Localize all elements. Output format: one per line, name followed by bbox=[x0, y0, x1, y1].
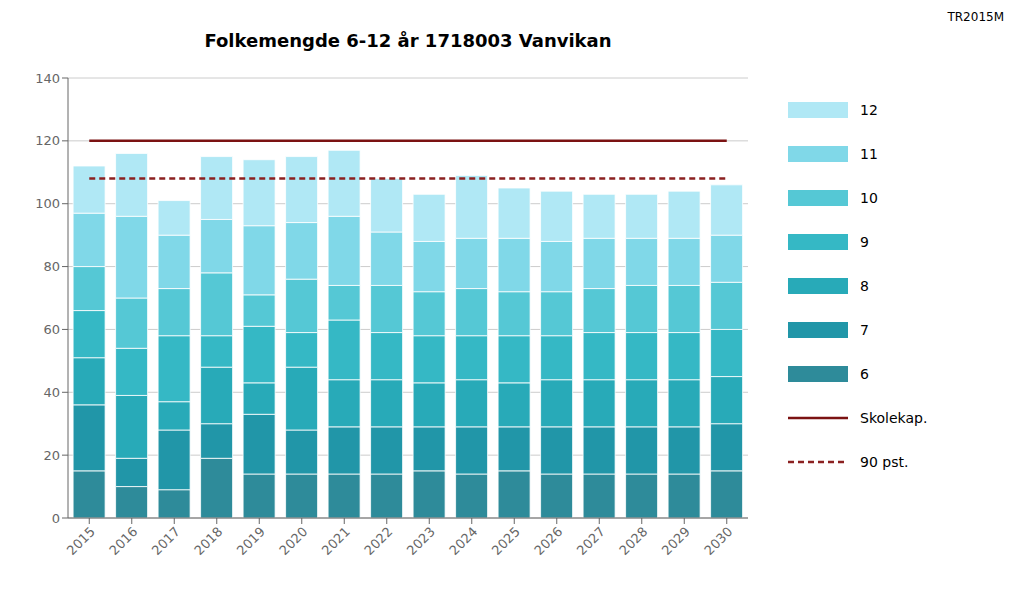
svg-text:2027: 2027 bbox=[574, 524, 608, 558]
svg-text:40: 40 bbox=[43, 385, 60, 400]
svg-text:2019: 2019 bbox=[234, 524, 268, 558]
svg-text:2028: 2028 bbox=[616, 524, 650, 558]
svg-text:120: 120 bbox=[35, 133, 60, 148]
html-text:Skolekap.: Skolekap. bbox=[860, 410, 928, 426]
svg-text:60: 60 bbox=[43, 322, 60, 337]
svg-text:100: 100 bbox=[35, 196, 60, 211]
svg-text:2030: 2030 bbox=[701, 524, 735, 558]
svg-text:140: 140 bbox=[35, 71, 60, 86]
html-text:90 pst.: 90 pst. bbox=[860, 454, 909, 470]
svg-text:2016: 2016 bbox=[106, 524, 140, 558]
svg-text:2015: 2015 bbox=[64, 524, 98, 558]
svg-text:2025: 2025 bbox=[489, 524, 523, 558]
html-text:11: 11 bbox=[860, 146, 878, 162]
svg-text:80: 80 bbox=[43, 259, 60, 274]
svg-text:2026: 2026 bbox=[531, 524, 565, 558]
svg-text:2024: 2024 bbox=[446, 524, 480, 558]
svg-text:2023: 2023 bbox=[404, 524, 438, 558]
html-text:7: 7 bbox=[860, 322, 869, 338]
svg-text:2018: 2018 bbox=[191, 524, 225, 558]
svg-text:2021: 2021 bbox=[319, 524, 353, 558]
svg-text:2022: 2022 bbox=[361, 524, 395, 558]
html-text:6: 6 bbox=[860, 366, 869, 382]
html-text:9: 9 bbox=[860, 234, 869, 250]
svg-text:20: 20 bbox=[43, 448, 60, 463]
svg-text:2017: 2017 bbox=[149, 524, 183, 558]
svg-text:2020: 2020 bbox=[276, 524, 310, 558]
html-text:8: 8 bbox=[860, 278, 869, 294]
html-text:Folkemengde 6-12 år 1718003 Va: Folkemengde 6-12 år 1718003 Vanvikan bbox=[204, 30, 612, 51]
html-text:10: 10 bbox=[860, 190, 878, 206]
svg-text:2029: 2029 bbox=[659, 524, 693, 558]
svg-text:0: 0 bbox=[52, 511, 60, 526]
html-text:TR2015M: TR2015M bbox=[947, 10, 1004, 24]
html-text:12: 12 bbox=[860, 102, 878, 118]
